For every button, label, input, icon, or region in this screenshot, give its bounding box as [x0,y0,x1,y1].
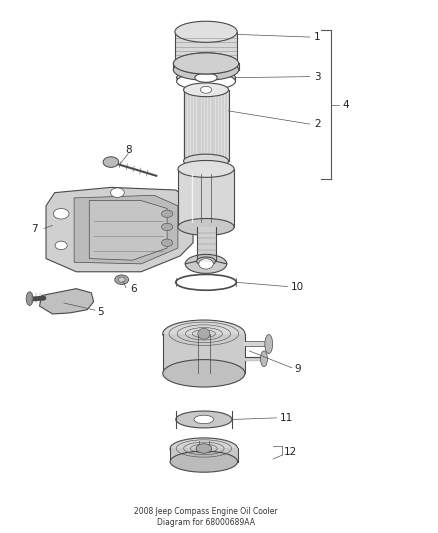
Ellipse shape [173,59,239,80]
Ellipse shape [196,163,216,175]
Polygon shape [46,188,193,272]
Ellipse shape [202,166,210,172]
Text: 9: 9 [295,365,301,374]
Ellipse shape [26,292,33,305]
Ellipse shape [162,239,173,246]
Ellipse shape [184,83,229,96]
Ellipse shape [173,53,239,74]
Ellipse shape [178,219,234,236]
Ellipse shape [163,360,245,387]
Ellipse shape [118,277,125,282]
Text: 2: 2 [314,119,321,129]
FancyBboxPatch shape [197,227,215,261]
Ellipse shape [197,257,215,265]
Ellipse shape [170,438,237,459]
Ellipse shape [177,73,236,90]
Ellipse shape [103,157,119,167]
FancyBboxPatch shape [170,448,237,462]
Ellipse shape [175,53,237,74]
Text: 11: 11 [279,414,293,423]
Ellipse shape [110,188,124,197]
Text: 5: 5 [97,308,103,317]
Ellipse shape [177,69,236,86]
Ellipse shape [163,320,245,348]
Text: 2008 Jeep Compass Engine Oil Cooler
Diagram for 68000689AA: 2008 Jeep Compass Engine Oil Cooler Diag… [134,507,278,527]
Ellipse shape [194,415,214,424]
Ellipse shape [196,443,212,453]
Ellipse shape [201,86,212,93]
Ellipse shape [261,351,268,367]
Polygon shape [39,289,94,314]
Ellipse shape [184,154,229,168]
Text: 4: 4 [342,100,349,110]
Ellipse shape [178,160,234,177]
Ellipse shape [170,451,237,472]
Ellipse shape [53,208,69,219]
Ellipse shape [185,254,227,273]
Polygon shape [74,195,178,264]
Text: 3: 3 [314,71,321,82]
FancyBboxPatch shape [175,32,237,63]
Ellipse shape [175,21,237,42]
Ellipse shape [162,210,173,217]
Ellipse shape [176,411,232,428]
FancyBboxPatch shape [184,90,229,161]
Ellipse shape [115,275,129,285]
FancyBboxPatch shape [163,334,245,373]
Text: 1: 1 [314,32,321,42]
Text: 8: 8 [125,146,131,156]
Ellipse shape [195,73,217,82]
FancyBboxPatch shape [173,63,239,70]
Text: 12: 12 [284,447,297,457]
Ellipse shape [55,241,67,249]
FancyBboxPatch shape [178,169,234,227]
Polygon shape [89,200,167,260]
Ellipse shape [162,223,173,231]
Ellipse shape [198,328,210,339]
Text: 7: 7 [31,223,38,233]
Ellipse shape [265,335,272,353]
Text: 6: 6 [131,284,137,294]
Ellipse shape [199,259,213,269]
Text: 10: 10 [290,281,304,292]
